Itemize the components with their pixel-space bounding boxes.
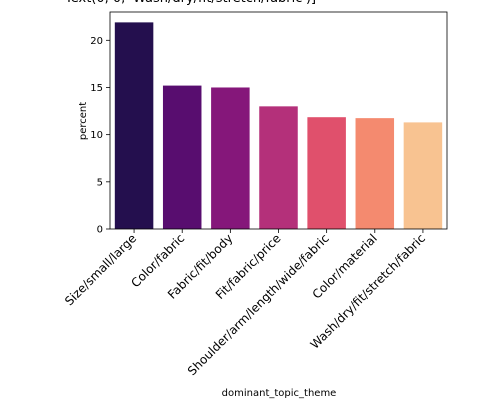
bar — [403, 122, 443, 229]
bar — [259, 106, 298, 229]
plot-frame — [109, 11, 448, 230]
bar — [307, 117, 346, 229]
y-tick-label: 0 — [97, 225, 103, 236]
chart-title: Text(0, 0, 'Wash/dry/fit/stretch/fabric'… — [64, 0, 316, 6]
bar — [211, 87, 250, 229]
bar — [355, 118, 395, 229]
y-tick-label: 15 — [90, 83, 103, 94]
y-tick-label: 5 — [97, 177, 103, 188]
y-tick-label: 10 — [90, 130, 103, 141]
bar — [162, 85, 202, 229]
y-tick-label: 20 — [90, 36, 103, 47]
bar — [114, 22, 154, 229]
x-tick-label: Size/small/large — [62, 231, 139, 308]
y-axis-label: percent — [78, 102, 89, 140]
x-axis-label: dominant_topic_theme — [222, 388, 337, 399]
